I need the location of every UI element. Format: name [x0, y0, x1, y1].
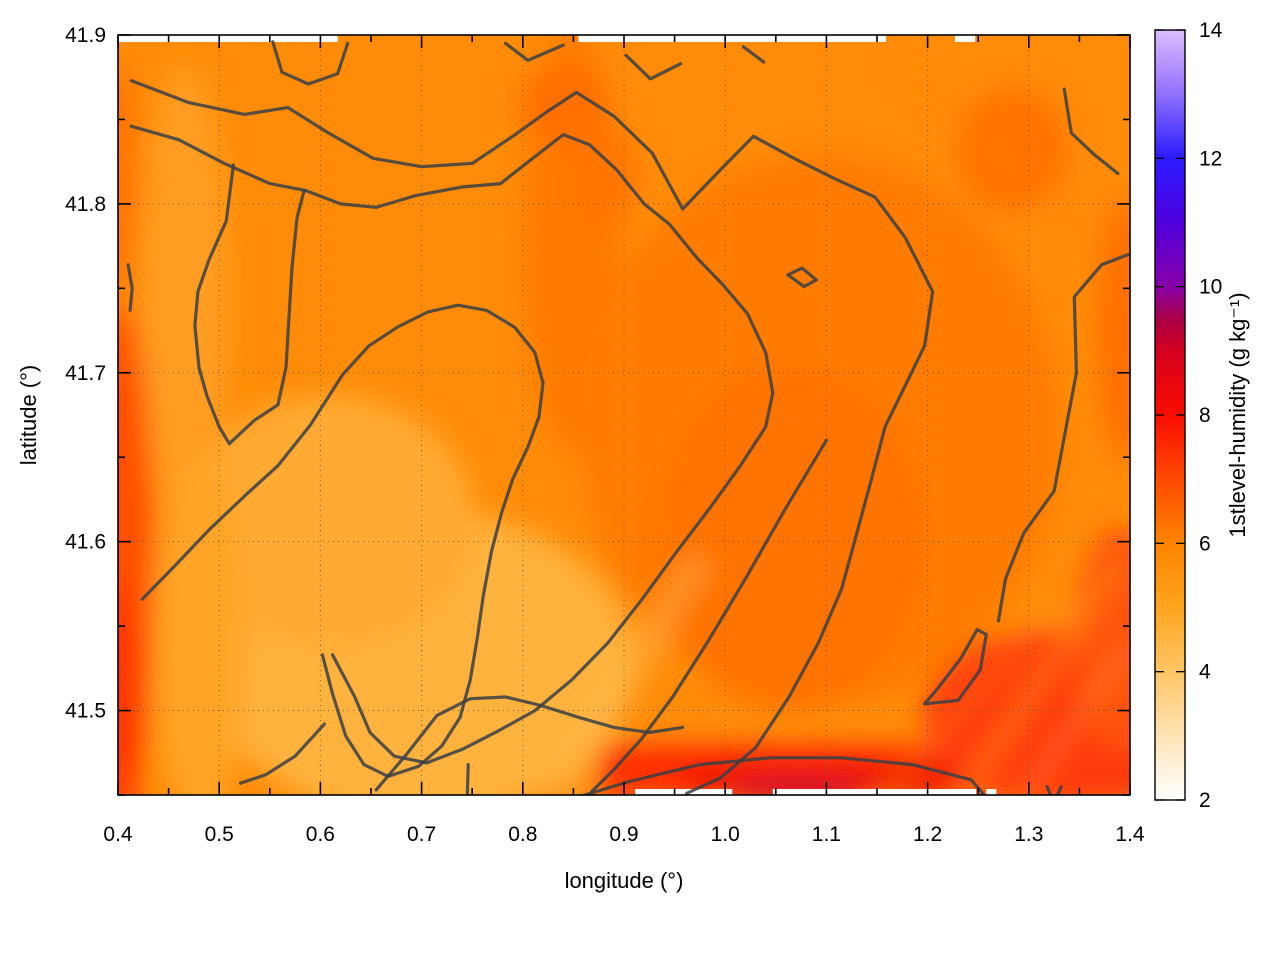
- colorbar-tick-label: 2: [1199, 789, 1211, 812]
- colorbar-tick-label: 10: [1199, 276, 1222, 299]
- x-tick-label: 0.9: [609, 823, 638, 846]
- y-tick-label: 41.6: [65, 531, 106, 554]
- x-tick-label: 1.1: [812, 823, 841, 846]
- y-tick-label: 41.5: [65, 700, 106, 723]
- contour-bottom-small-caret: [1045, 784, 1063, 795]
- colorbar-ticks: [1155, 29, 1185, 801]
- colorbar-tick-label: 8: [1199, 404, 1211, 427]
- contour-top-edge-v-segment-2: [624, 53, 683, 81]
- missing-data-gap: [635, 789, 733, 796]
- x-tick-label: 1.4: [1115, 823, 1145, 846]
- contour-west-hairpin: [193, 163, 306, 446]
- x-tick-label: 0.4: [103, 823, 133, 846]
- contour-top-edge-tick-segment: [741, 45, 766, 64]
- contour-bottom-short-vertical: [465, 762, 470, 795]
- colorbar-tick-label: 12: [1199, 147, 1222, 170]
- missing-data-gap: [986, 789, 997, 796]
- contour-lines: [126, 40, 1130, 795]
- contour-small-diamond-loop: [786, 266, 818, 289]
- x-tick-label: 1.2: [913, 823, 942, 846]
- contour-west-edge-small-arc: [126, 263, 134, 312]
- contour-east-edge-line: [996, 253, 1130, 623]
- x-axis-title: longitude (°): [565, 868, 684, 893]
- x-tick-label: 0.7: [407, 823, 436, 846]
- y-axis-title: latitude (°): [16, 365, 41, 466]
- x-axis-tick-labels: 0.4 0.5 0.6 0.7 0.8 0.9 1.0 1.1 1.2 1.3 1.4: [103, 823, 1145, 846]
- contour-top-edge-v-segment-1: [504, 41, 565, 62]
- contour-upper-long-line-with-southwest-hook: [129, 78, 935, 795]
- axis-ticks: [117, 34, 1131, 796]
- x-tick-label: 0.6: [306, 823, 335, 846]
- colorbar-title: 1stlevel-humidity (g kg⁻¹): [1225, 292, 1250, 537]
- contour-southeast-diagonal: [589, 438, 829, 794]
- contour-bottom-center-rising-line: [374, 695, 685, 792]
- contour-top-edge-u-segment: [271, 40, 350, 86]
- colorbar-tick-label: 6: [1199, 532, 1211, 555]
- map-field: [117, 34, 1131, 796]
- x-tick-label: 0.8: [508, 823, 537, 846]
- y-tick-label: 41.9: [65, 24, 106, 47]
- y-axis-tick-labels: 41.5 41.6 41.7 41.8 41.9: [65, 24, 106, 723]
- missing-data-gap: [772, 789, 977, 796]
- colorbar-tick-label: 4: [1199, 661, 1211, 684]
- x-tick-label: 0.5: [205, 823, 234, 846]
- colorbar-tick-label: 14: [1199, 19, 1223, 42]
- colorbar-tick-labels: 2 4 6 8 10 12 14: [1199, 19, 1223, 812]
- missing-data-gap: [578, 35, 887, 42]
- grid-lines: [118, 35, 1130, 795]
- contour-southeast-pennant-loop: [922, 627, 988, 706]
- y-tick-label: 41.8: [65, 193, 106, 216]
- x-tick-label: 1.0: [711, 823, 740, 846]
- contour-southwest-short-line: [238, 722, 326, 785]
- field-shading: [118, 35, 1130, 795]
- y-tick-label: 41.7: [65, 362, 106, 385]
- contour-bottom-right-trapezoid: [579, 756, 987, 795]
- contour-second-long-line: [129, 124, 775, 765]
- missing-data-gap: [954, 35, 976, 42]
- x-tick-label: 1.3: [1014, 823, 1043, 846]
- colorbar: 2 4 6 8 10 12 14 1stlevel-humidity (g kg⁻¹): [1154, 19, 1250, 812]
- contour-northeast-corner-segment: [1062, 87, 1120, 176]
- missing-data-gaps: [118, 35, 997, 796]
- missing-data-gap: [118, 35, 338, 42]
- contour-center-ring-with-tails: [140, 303, 545, 779]
